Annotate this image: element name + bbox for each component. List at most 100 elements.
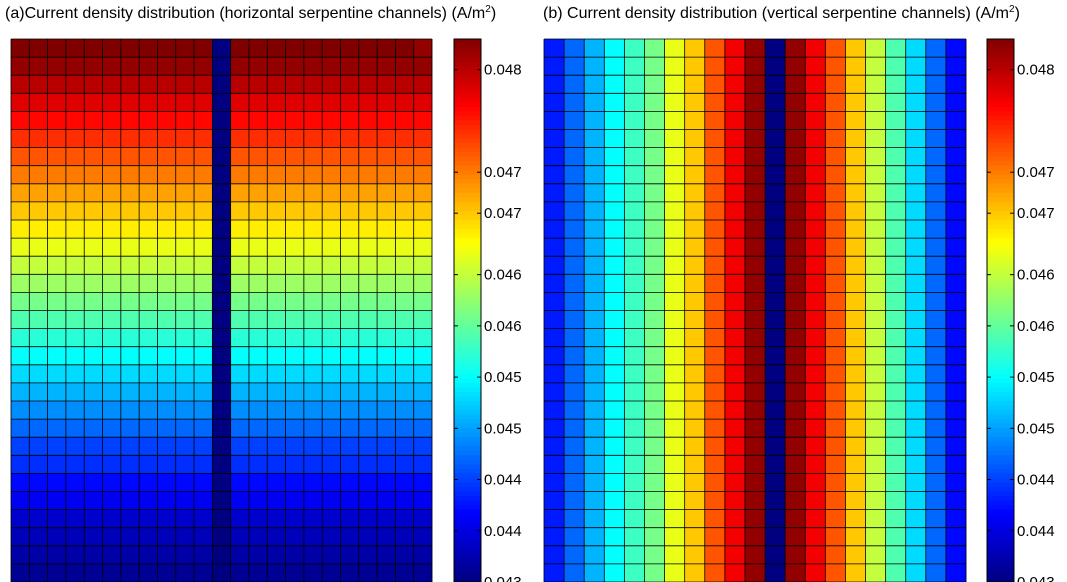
heatmap-cell [925,201,947,221]
heatmap-cell [785,274,806,293]
heatmap-cell [604,437,625,456]
colorbar-tick-label: 0.043 [1017,574,1055,582]
heatmap-cell [395,419,414,438]
heatmap-cell [624,238,645,257]
colorbar-tick-label: 0.044 [1017,472,1055,489]
colorbar-segment [987,251,1014,257]
heatmap-cell [905,437,927,456]
heatmap-cell [765,563,786,582]
heatmap-cell [395,545,414,565]
heatmap-cell [644,527,665,547]
heatmap-cell [765,437,786,456]
heatmap-cell [29,401,48,420]
heatmap-cell [584,545,605,565]
heatmap-cell [29,183,48,203]
colorbar-segment [987,563,1014,569]
heatmap-cell [885,401,907,420]
heatmap-cell [925,346,947,366]
heatmap-cell [825,75,846,94]
colorbar-segment [454,459,481,465]
heatmap-cell [744,274,766,293]
heatmap-cell [212,364,231,384]
heatmap-cell [267,147,286,166]
heatmap-cell [340,111,360,130]
heatmap-cell [413,111,433,130]
heatmap-cell [825,147,846,166]
heatmap-cell [139,545,158,565]
heatmap-cell [765,129,786,148]
heatmap-cell [358,491,378,510]
heatmap-cell [905,455,927,474]
heatmap-cell [825,93,846,112]
heatmap-cell [11,545,30,565]
heatmap-cell [825,419,846,438]
heatmap-cell [358,39,378,58]
heatmap-cell [303,419,323,438]
heatmap-cell [47,292,67,311]
heatmap-cell [11,129,30,148]
heatmap-cell [905,292,927,311]
heatmap-cell [230,183,250,203]
heatmap-cell [230,274,250,293]
heatmap-cell [212,274,231,293]
heatmap-cell [395,57,414,76]
heatmap-cell [885,238,907,257]
heatmap-cell [885,57,907,76]
heatmap-cell [785,39,806,58]
heatmap-cell [285,39,305,58]
heatmap-cell [230,220,250,239]
heatmap-cell [248,455,268,474]
colorbar-segment [454,477,481,483]
heatmap-cell [157,491,177,510]
heatmap-cell [805,201,826,221]
heatmap-cell [564,75,585,94]
colorbar-segment [987,310,1014,316]
heatmap-cell [29,75,48,94]
heatmap-cell [945,75,967,94]
heatmap-cell [395,310,414,329]
heatmap-cell [194,328,213,347]
heatmap-cell [684,111,706,130]
heatmap-cell [120,328,140,347]
heatmap-cell [285,491,305,510]
heatmap-cell [865,93,886,112]
heatmap-cell [285,238,305,257]
heatmap-cell [905,364,927,384]
heatmap-cell [765,238,786,257]
heatmap-cell [684,220,706,239]
heatmap-cell [413,437,433,456]
heatmap-cell [845,310,866,329]
heatmap-cell [544,93,565,112]
colorbar-tick-label: 0.045 [484,420,522,437]
heatmap-cell [285,437,305,456]
colorbar-segment [987,147,1014,153]
heatmap-cell [11,509,30,528]
heatmap-cell [845,111,866,130]
heatmap-cell [340,328,360,347]
heatmap-cell [925,563,947,582]
heatmap-cell [212,563,231,582]
heatmap-cell [544,491,565,510]
heatmap-cell [544,256,565,275]
colorbar-segment [454,450,481,456]
heatmap-cell [322,111,341,130]
heatmap-cell [65,183,85,203]
heatmap-cell [845,328,866,347]
heatmap-cell [212,238,231,257]
heatmap-cell [945,57,967,76]
heatmap-cell [303,491,323,510]
heatmap-cell [805,111,826,130]
colorbar-segment [454,486,481,492]
heatmap-cell [303,93,323,112]
heatmap-cell [945,292,967,311]
heatmap-cell [684,455,706,474]
heatmap-cell [413,563,433,582]
colorbar-segment [987,274,1014,280]
heatmap-cell [303,346,323,366]
heatmap-cell [11,111,30,130]
colorbar-segment [987,97,1014,103]
colorbar-segment [454,165,481,171]
heatmap-cell [564,165,585,185]
heatmap-cell [248,75,268,94]
colorbar-segment [987,514,1014,520]
